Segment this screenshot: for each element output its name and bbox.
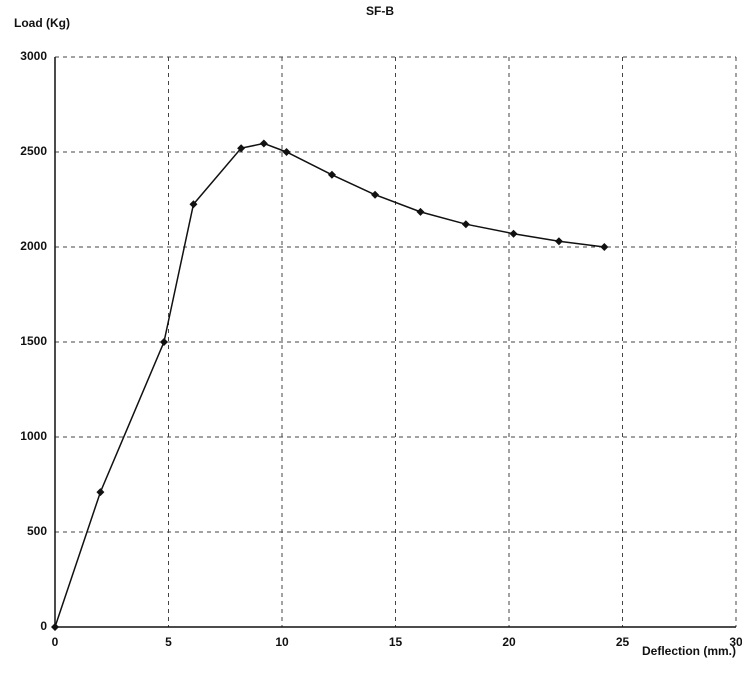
data-point — [237, 144, 246, 153]
y-tick-label: 2000 — [20, 239, 47, 253]
data-point — [509, 229, 518, 238]
data-point — [159, 338, 168, 346]
x-tick-label: 15 — [389, 635, 403, 649]
x-tick-label: 10 — [275, 635, 289, 649]
data-point — [461, 220, 470, 229]
y-tick-label: 1500 — [20, 334, 47, 348]
data-point — [282, 148, 291, 156]
data-point — [189, 200, 198, 209]
x-tick-label: 5 — [165, 635, 172, 649]
data-point — [96, 488, 105, 497]
data-point — [554, 237, 563, 246]
x-axis-label: Deflection (mm.) — [642, 644, 736, 658]
y-tick-label: 2500 — [20, 144, 47, 158]
data-point — [259, 139, 268, 148]
data-point — [371, 190, 380, 199]
data-point — [327, 170, 336, 179]
x-tick-label: 20 — [502, 635, 516, 649]
y-tick-label: 0 — [40, 619, 47, 633]
x-tick-label: 30 — [729, 635, 742, 649]
data-point — [51, 623, 59, 631]
y-tick-label: 500 — [27, 524, 47, 538]
y-axis-label: Load (Kg) — [14, 16, 70, 30]
chart-title: SF-B — [366, 4, 394, 18]
x-tick-label: 0 — [52, 635, 59, 649]
data-line — [54, 142, 605, 628]
data-point — [416, 207, 425, 216]
x-tick-label: 25 — [616, 635, 630, 649]
y-tick-label: 3000 — [20, 49, 47, 63]
data-point — [600, 243, 609, 251]
y-tick-label: 1000 — [20, 429, 47, 443]
